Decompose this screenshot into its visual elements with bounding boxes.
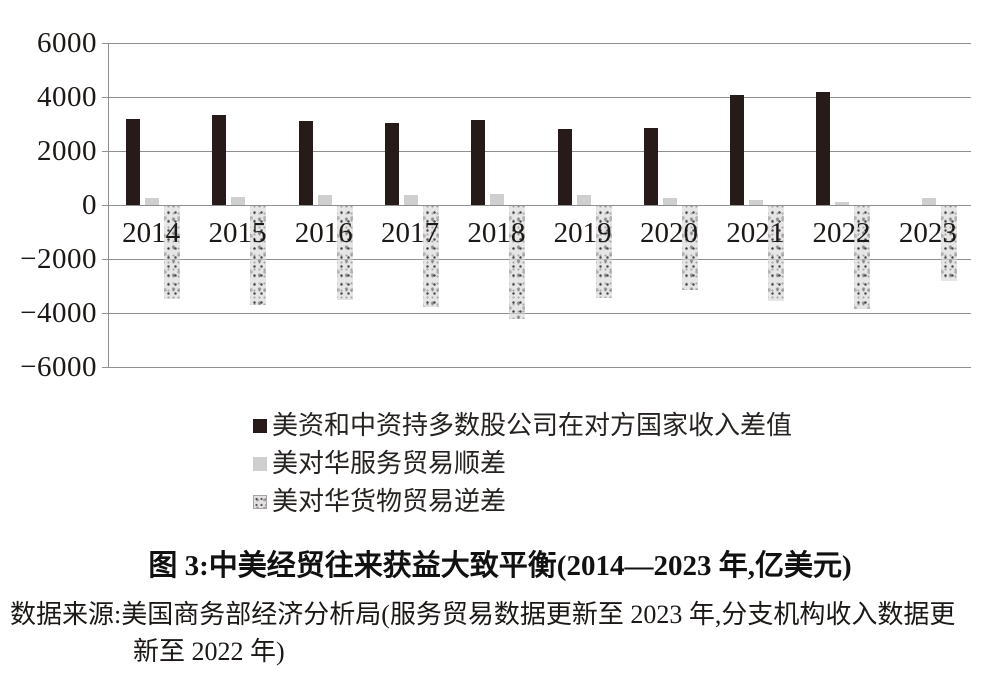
legend-item-income-gap: 美资和中资持多数股公司在对方国家收入差值: [253, 407, 792, 445]
bar-goods-deficit-2018: [509, 206, 526, 319]
gridline: [108, 151, 971, 152]
bar-goods-deficit-2023: [940, 206, 957, 282]
x-axis-year-label: 2023: [898, 217, 957, 249]
bar-services-surplus-2019: [576, 194, 591, 205]
bar-income-gap-2016: [298, 120, 313, 205]
bar-income-gap-2022: [816, 92, 831, 205]
bar-services-surplus-2014: [145, 198, 159, 205]
bar-services-surplus-2017: [403, 194, 418, 205]
legend-label-services-surplus: 美对华服务贸易顺差: [272, 449, 507, 478]
y-axis-tick-label: −2000: [20, 243, 97, 275]
bar-income-gap-2017: [384, 122, 399, 205]
bar-chart-plot-area: 6000 4000 2000 0 −2000 −4000 −6000 2014 2015 2016…: [20, 27, 971, 383]
gridline: [108, 205, 971, 206]
x-axis-year-label: 2020: [639, 217, 698, 249]
bar-income-gap-2015: [212, 114, 227, 205]
legend-label-income-gap: 美资和中资持多数股公司在对方国家收入差值: [272, 411, 793, 440]
bar-income-gap-2020: [643, 127, 658, 205]
y-axis-tick: [102, 259, 108, 260]
figure-title: 图 3:中美经贸往来获益大致平衡(2014—2023 年,亿美元): [148, 550, 852, 582]
bar-services-surplus-2023: [921, 197, 936, 205]
y-axis-tick-label: 4000: [37, 81, 97, 113]
y-axis-tick: [102, 313, 108, 314]
bar-services-surplus-2020: [662, 198, 677, 206]
y-axis-tick-label: −4000: [20, 297, 97, 329]
x-axis-year-label: 2015: [208, 217, 267, 249]
y-axis-tick-label: −6000: [20, 351, 97, 383]
bar-goods-deficit-2015: [250, 206, 267, 306]
bar-goods-deficit-2020: [681, 206, 698, 290]
bar-services-surplus-2022: [835, 201, 850, 205]
x-axis-year-label: 2019: [553, 217, 612, 249]
gridline: [108, 367, 971, 368]
y-axis-tick-label: 6000: [37, 27, 97, 59]
x-axis-year-label: 2016: [294, 217, 353, 249]
x-axis-year-label: 2022: [812, 217, 871, 249]
bar-income-gap-2019: [557, 129, 572, 205]
source-note-line2: 新至 2022 年): [133, 637, 285, 666]
bar-goods-deficit-2022: [854, 206, 871, 310]
x-axis-year-label: 2021: [726, 217, 785, 249]
y-axis-tick-label: 2000: [37, 135, 97, 167]
bar-goods-deficit-2019: [595, 206, 612, 299]
chart-legend: 美资和中资持多数股公司在对方国家收入差值 美对华服务贸易顺差 美对华货物贸易逆差: [253, 407, 792, 521]
bar-services-surplus-2016: [317, 195, 332, 205]
bar-services-surplus-2018: [490, 194, 505, 205]
legend-item-goods-deficit: 美对华货物贸易逆差: [253, 483, 792, 521]
gridline: [108, 97, 971, 98]
bar-income-gap-2021: [730, 94, 745, 205]
y-axis-tick: [102, 205, 108, 206]
black-square-marker-icon: [253, 419, 267, 433]
bar-goods-deficit-2021: [768, 206, 785, 302]
bar-services-surplus-2021: [749, 200, 764, 205]
bar-goods-deficit-2017: [422, 206, 439, 308]
legend-item-services-surplus: 美对华服务贸易顺差: [253, 445, 792, 483]
x-axis-year-label: 2014: [122, 217, 181, 249]
y-axis-tick: [102, 43, 108, 44]
y-axis-tick-label: 0: [82, 189, 97, 221]
x-axis-year-label: 2018: [467, 217, 526, 249]
x-axis-year-label: 2017: [381, 217, 440, 249]
gridline: [108, 313, 971, 314]
y-axis-tick: [102, 367, 108, 368]
source-note-line1: 数据来源:美国商务部经济分析局(服务贸易数据更新至 2023 年,分支机构收入数…: [10, 600, 956, 629]
gridline: [108, 259, 971, 260]
gridline: [108, 43, 971, 44]
y-axis-tick: [102, 151, 108, 152]
textured-square-marker-icon: [253, 495, 267, 509]
bar-goods-deficit-2016: [336, 206, 353, 300]
bar-income-gap-2014: [126, 118, 140, 205]
bar-services-surplus-2015: [231, 196, 246, 205]
bar-goods-deficit-2014: [164, 206, 180, 299]
bar-income-gap-2018: [471, 120, 486, 205]
legend-label-goods-deficit: 美对华货物贸易逆差: [272, 487, 507, 516]
y-axis-line: [108, 43, 109, 367]
y-axis-tick: [102, 97, 108, 98]
gray-square-marker-icon: [253, 457, 267, 471]
